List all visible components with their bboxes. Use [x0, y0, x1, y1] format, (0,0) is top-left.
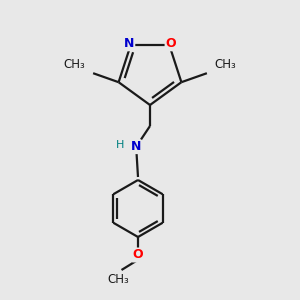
- Text: N: N: [124, 37, 134, 50]
- Text: N: N: [131, 140, 142, 154]
- Text: CH₃: CH₃: [108, 273, 129, 286]
- Text: CH₃: CH₃: [64, 58, 86, 71]
- Text: H: H: [116, 140, 124, 151]
- Text: O: O: [166, 37, 176, 50]
- Text: CH₃: CH₃: [214, 58, 236, 71]
- Text: O: O: [133, 248, 143, 262]
